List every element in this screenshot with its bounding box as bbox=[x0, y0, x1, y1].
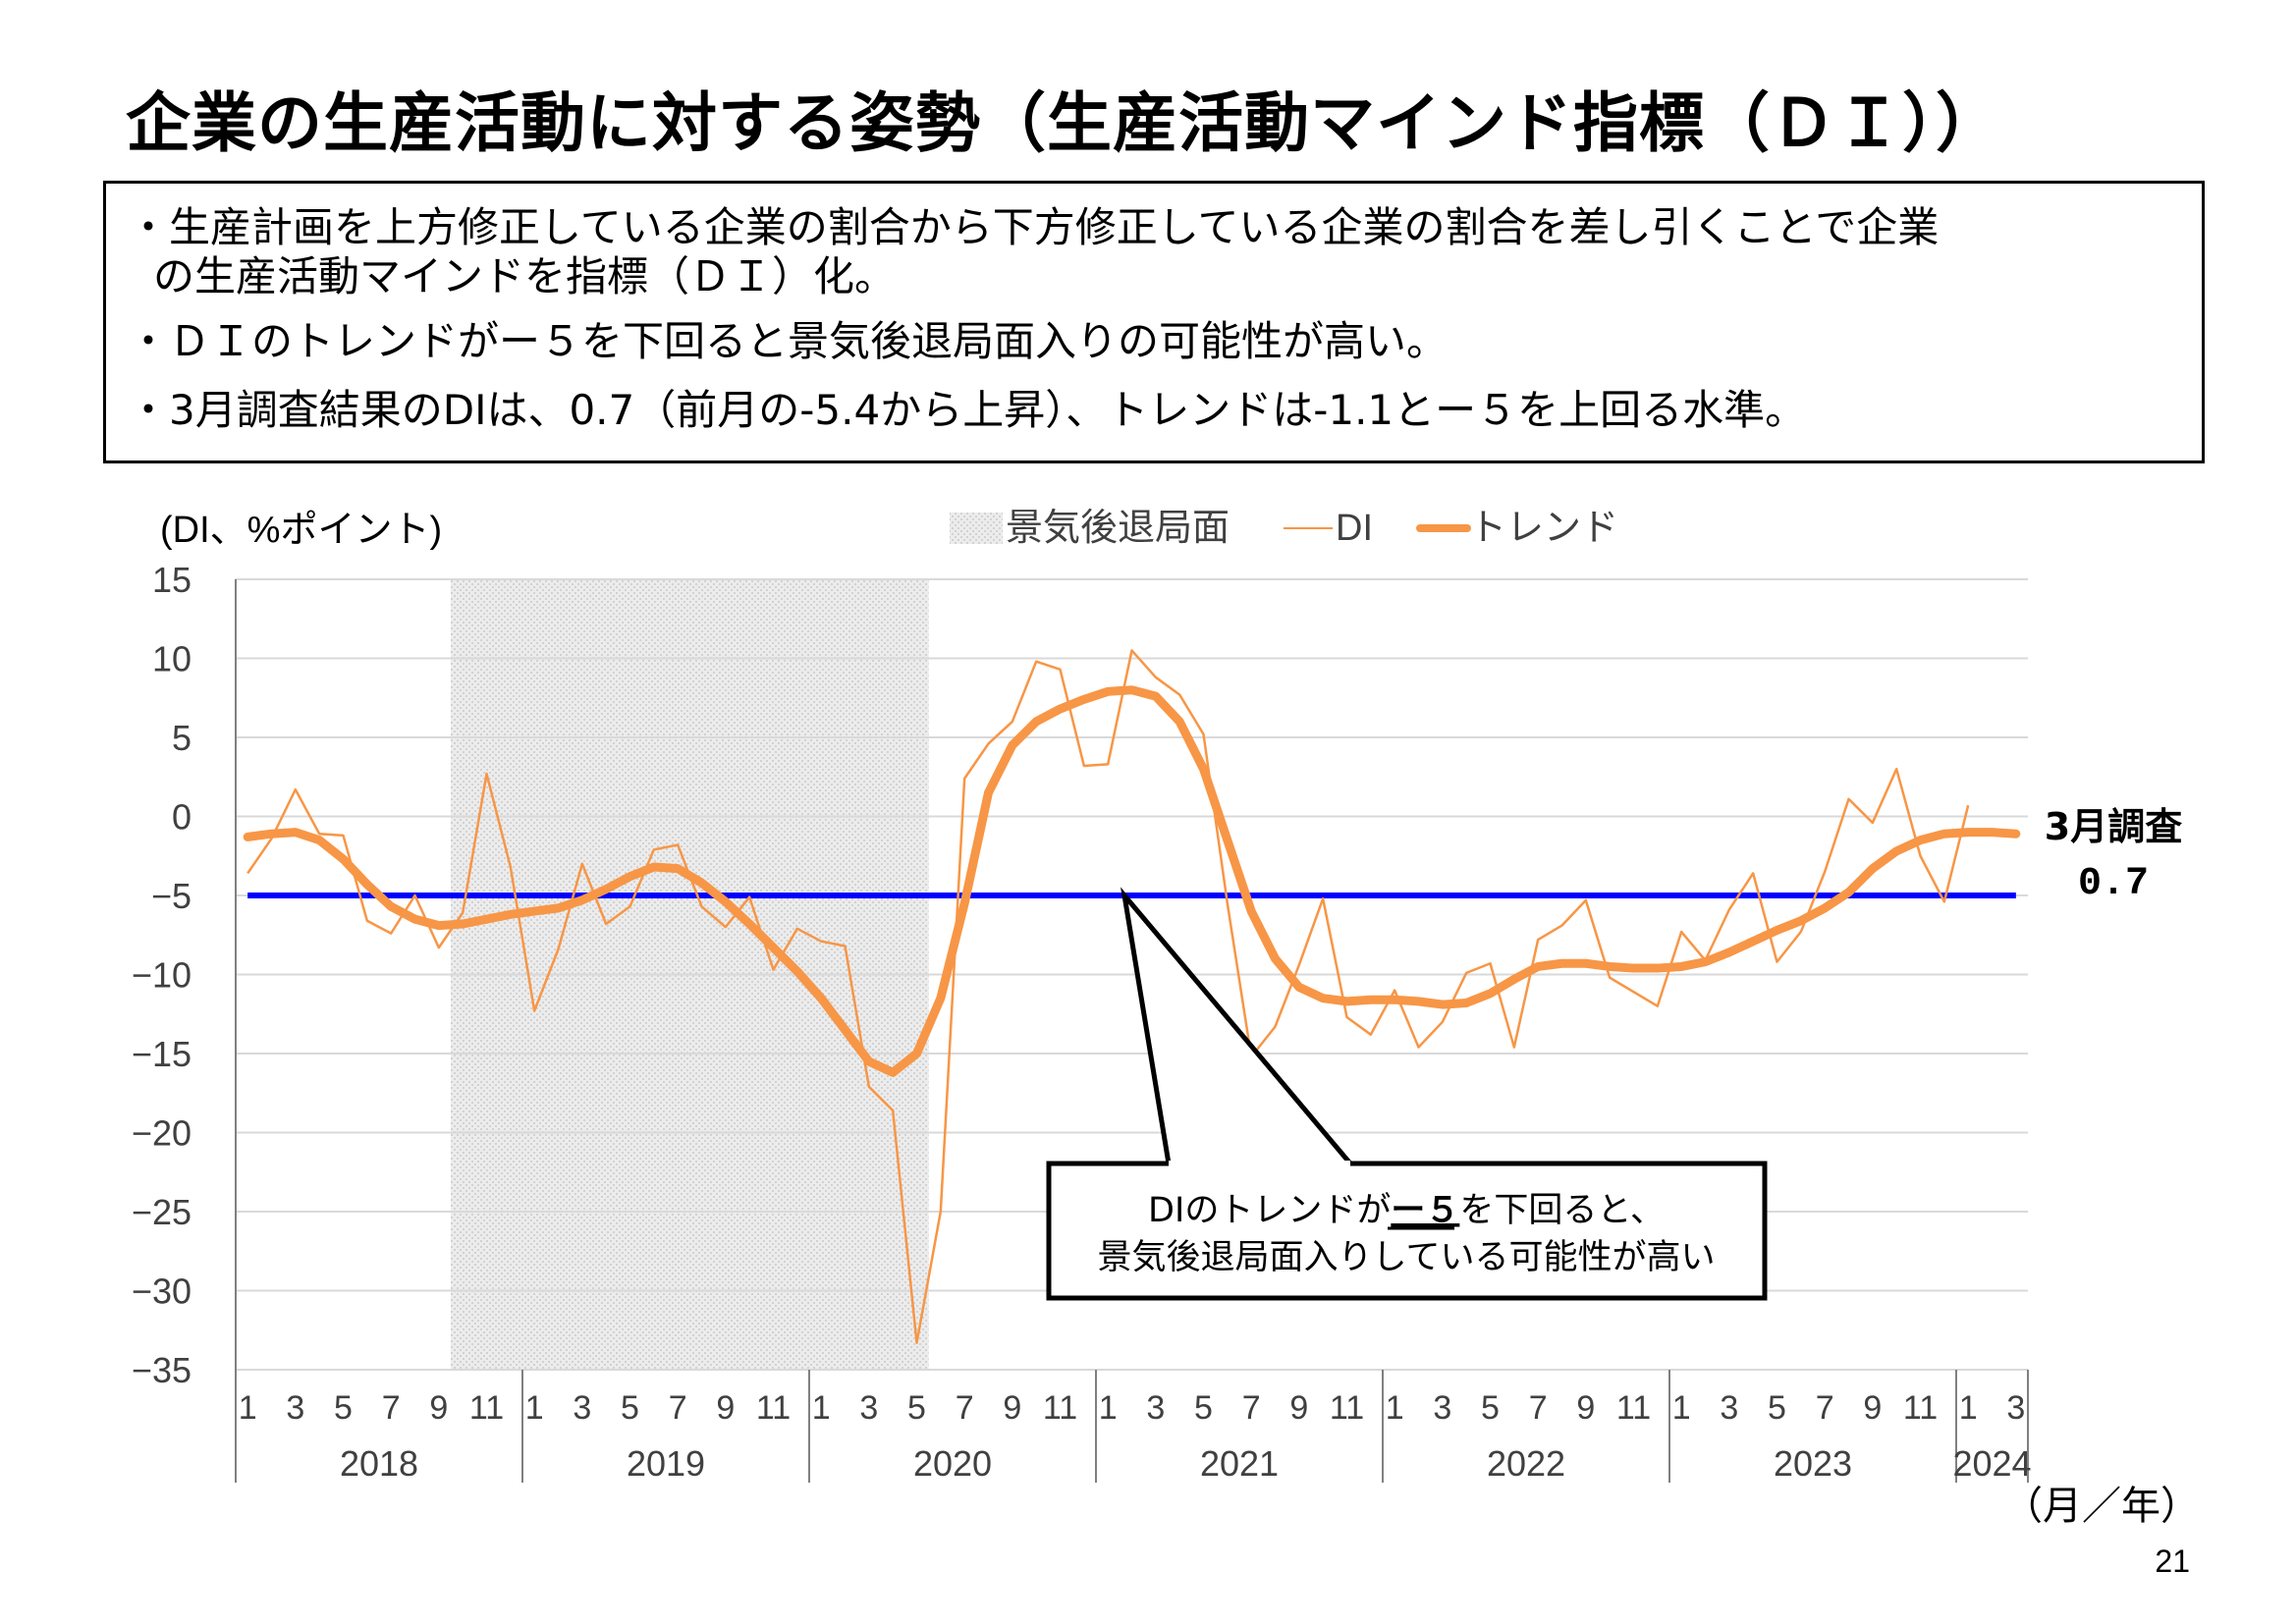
x-tick-label: 5 bbox=[1768, 1389, 1786, 1427]
x-tick-label: 5 bbox=[621, 1389, 639, 1427]
x-tick-label: 9 bbox=[1576, 1389, 1595, 1427]
summary-line-3: ・ＤＩのトレンドがー５を下回ると景気後退局面入りの可能性が高い。 bbox=[128, 317, 1449, 365]
x-tick-label: 3 bbox=[286, 1389, 304, 1427]
x-tick-label: 7 bbox=[1816, 1389, 1834, 1427]
y-tick-label: 10 bbox=[152, 639, 191, 679]
legend-recession-swatch bbox=[950, 513, 1003, 544]
y-tick-label: −35 bbox=[132, 1350, 191, 1390]
x-tick-label: 11 bbox=[756, 1389, 791, 1427]
end-label-value: 0.7 bbox=[2078, 862, 2149, 906]
legend: 景気後退局面 DI トレンド bbox=[950, 506, 1618, 549]
x-tick-label: 9 bbox=[1289, 1389, 1308, 1427]
x-axis-unit-label: （月／年） bbox=[2003, 1484, 2200, 1529]
callout-box bbox=[1046, 1161, 1768, 1301]
y-tick-label: −15 bbox=[132, 1034, 191, 1074]
y-tick-label: 0 bbox=[172, 797, 191, 838]
summary-line-1: ・生産計画を上方修正している企業の割合から下方修正している企業の割合を差し引くこ… bbox=[128, 203, 1940, 251]
year-label: 2023 bbox=[1774, 1443, 1852, 1484]
y-tick-label: −5 bbox=[151, 876, 191, 916]
year-label: 2020 bbox=[913, 1443, 992, 1484]
x-tick-label: 5 bbox=[907, 1389, 926, 1427]
y-tick-label: −25 bbox=[132, 1192, 191, 1232]
summary-box: ・生産計画を上方修正している企業の割合から下方修正している企業の割合を差し引くこ… bbox=[103, 181, 2205, 463]
x-tick-label: 1 bbox=[1959, 1389, 1978, 1427]
page-number: 21 bbox=[2155, 1543, 2190, 1579]
x-tick-label: 1 bbox=[1672, 1389, 1691, 1427]
page-title: 企業の生産活動に対する姿勢（生産活動マインド指標（ＤＩ）） bbox=[126, 85, 2001, 161]
trend-line bbox=[243, 685, 2021, 1077]
callout: DIのトレンドがー５を下回ると、 景気後退局面入りしている可能性が高い bbox=[1046, 887, 1768, 1301]
y-axis-label: (DI、%ポイント) bbox=[160, 510, 442, 551]
year-label: 2019 bbox=[627, 1443, 705, 1484]
x-tick-label: 9 bbox=[1863, 1389, 1882, 1427]
summary-line-2: の生産活動マインドを指標（ＤＩ）化。 bbox=[153, 252, 897, 300]
x-tick-label: 3 bbox=[573, 1389, 591, 1427]
x-tick-label: 11 bbox=[1043, 1389, 1077, 1427]
callout-line-2: 景気後退局面入りしている可能性が高い bbox=[1098, 1238, 1716, 1277]
x-tick-label: 5 bbox=[1194, 1389, 1213, 1427]
di-line bbox=[246, 649, 1970, 1344]
x-tick-label: 9 bbox=[429, 1389, 448, 1427]
x-tick-label: 1 bbox=[812, 1389, 831, 1427]
y-tick-label: −20 bbox=[132, 1113, 191, 1154]
x-tick-label: 5 bbox=[334, 1389, 353, 1427]
x-tick-label: 3 bbox=[1720, 1389, 1738, 1427]
year-label: 2022 bbox=[1487, 1443, 1565, 1484]
callout-pointer bbox=[1121, 887, 1356, 1166]
end-label-month: 3月調査 bbox=[2045, 805, 2182, 848]
x-tick-label: 7 bbox=[1529, 1389, 1548, 1427]
x-tick-label: 3 bbox=[1433, 1389, 1451, 1427]
y-tick-label: −10 bbox=[132, 955, 191, 996]
x-tick-label: 9 bbox=[716, 1389, 735, 1427]
x-tick-label: 1 bbox=[1099, 1389, 1118, 1427]
x-tick-label: 7 bbox=[1242, 1389, 1261, 1427]
x-tick-label: 11 bbox=[469, 1389, 504, 1427]
x-tick-label: 3 bbox=[1146, 1389, 1165, 1427]
year-label: 2021 bbox=[1200, 1443, 1279, 1484]
y-tick-label: −30 bbox=[132, 1272, 191, 1312]
x-tick-label: 11 bbox=[1903, 1389, 1938, 1427]
x-tick-label: 7 bbox=[382, 1389, 401, 1427]
x-tick-label: 9 bbox=[1003, 1389, 1021, 1427]
x-tick-label: 7 bbox=[956, 1389, 974, 1427]
x-tick-label: 1 bbox=[239, 1389, 257, 1427]
x-tick-label: 11 bbox=[1616, 1389, 1651, 1427]
callout-line-1: DIのトレンドがー５を下回ると、 bbox=[1148, 1191, 1665, 1230]
y-tick-label: 15 bbox=[152, 560, 191, 600]
year-label: 2024 bbox=[1952, 1443, 2031, 1484]
legend-recession-label: 景気後退局面 bbox=[1006, 506, 1230, 549]
x-tick-label: 11 bbox=[1330, 1389, 1364, 1427]
legend-di-label: DI bbox=[1336, 508, 1373, 549]
legend-trend-label: トレンド bbox=[1469, 506, 1618, 549]
x-tick-label: 1 bbox=[1386, 1389, 1404, 1427]
x-tick-label: 5 bbox=[1481, 1389, 1500, 1427]
x-tick-label: 1 bbox=[525, 1389, 544, 1427]
summary-line-4: ・3月調査結果のDIは、0.7（前月の-5.4から上昇）、トレンドは-1.1とー… bbox=[128, 386, 1807, 434]
x-tick-label: 3 bbox=[2006, 1389, 2025, 1427]
x-tick-label: 3 bbox=[859, 1389, 878, 1427]
x-tick-label: 7 bbox=[669, 1389, 687, 1427]
y-tick-label: 5 bbox=[172, 718, 191, 758]
year-label: 2018 bbox=[340, 1443, 418, 1484]
